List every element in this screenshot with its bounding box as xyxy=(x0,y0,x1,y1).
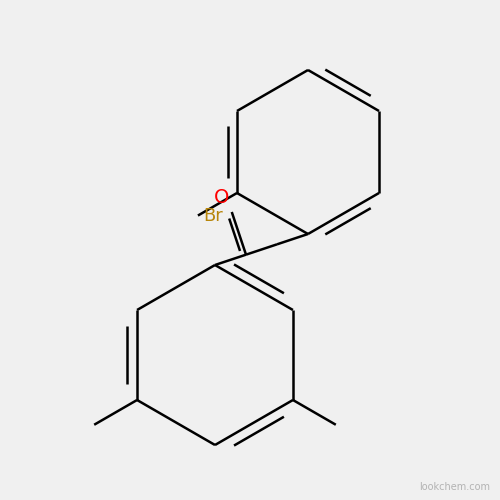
Text: O: O xyxy=(214,188,229,207)
Text: lookchem.com: lookchem.com xyxy=(419,482,490,492)
Text: Br: Br xyxy=(203,206,222,224)
